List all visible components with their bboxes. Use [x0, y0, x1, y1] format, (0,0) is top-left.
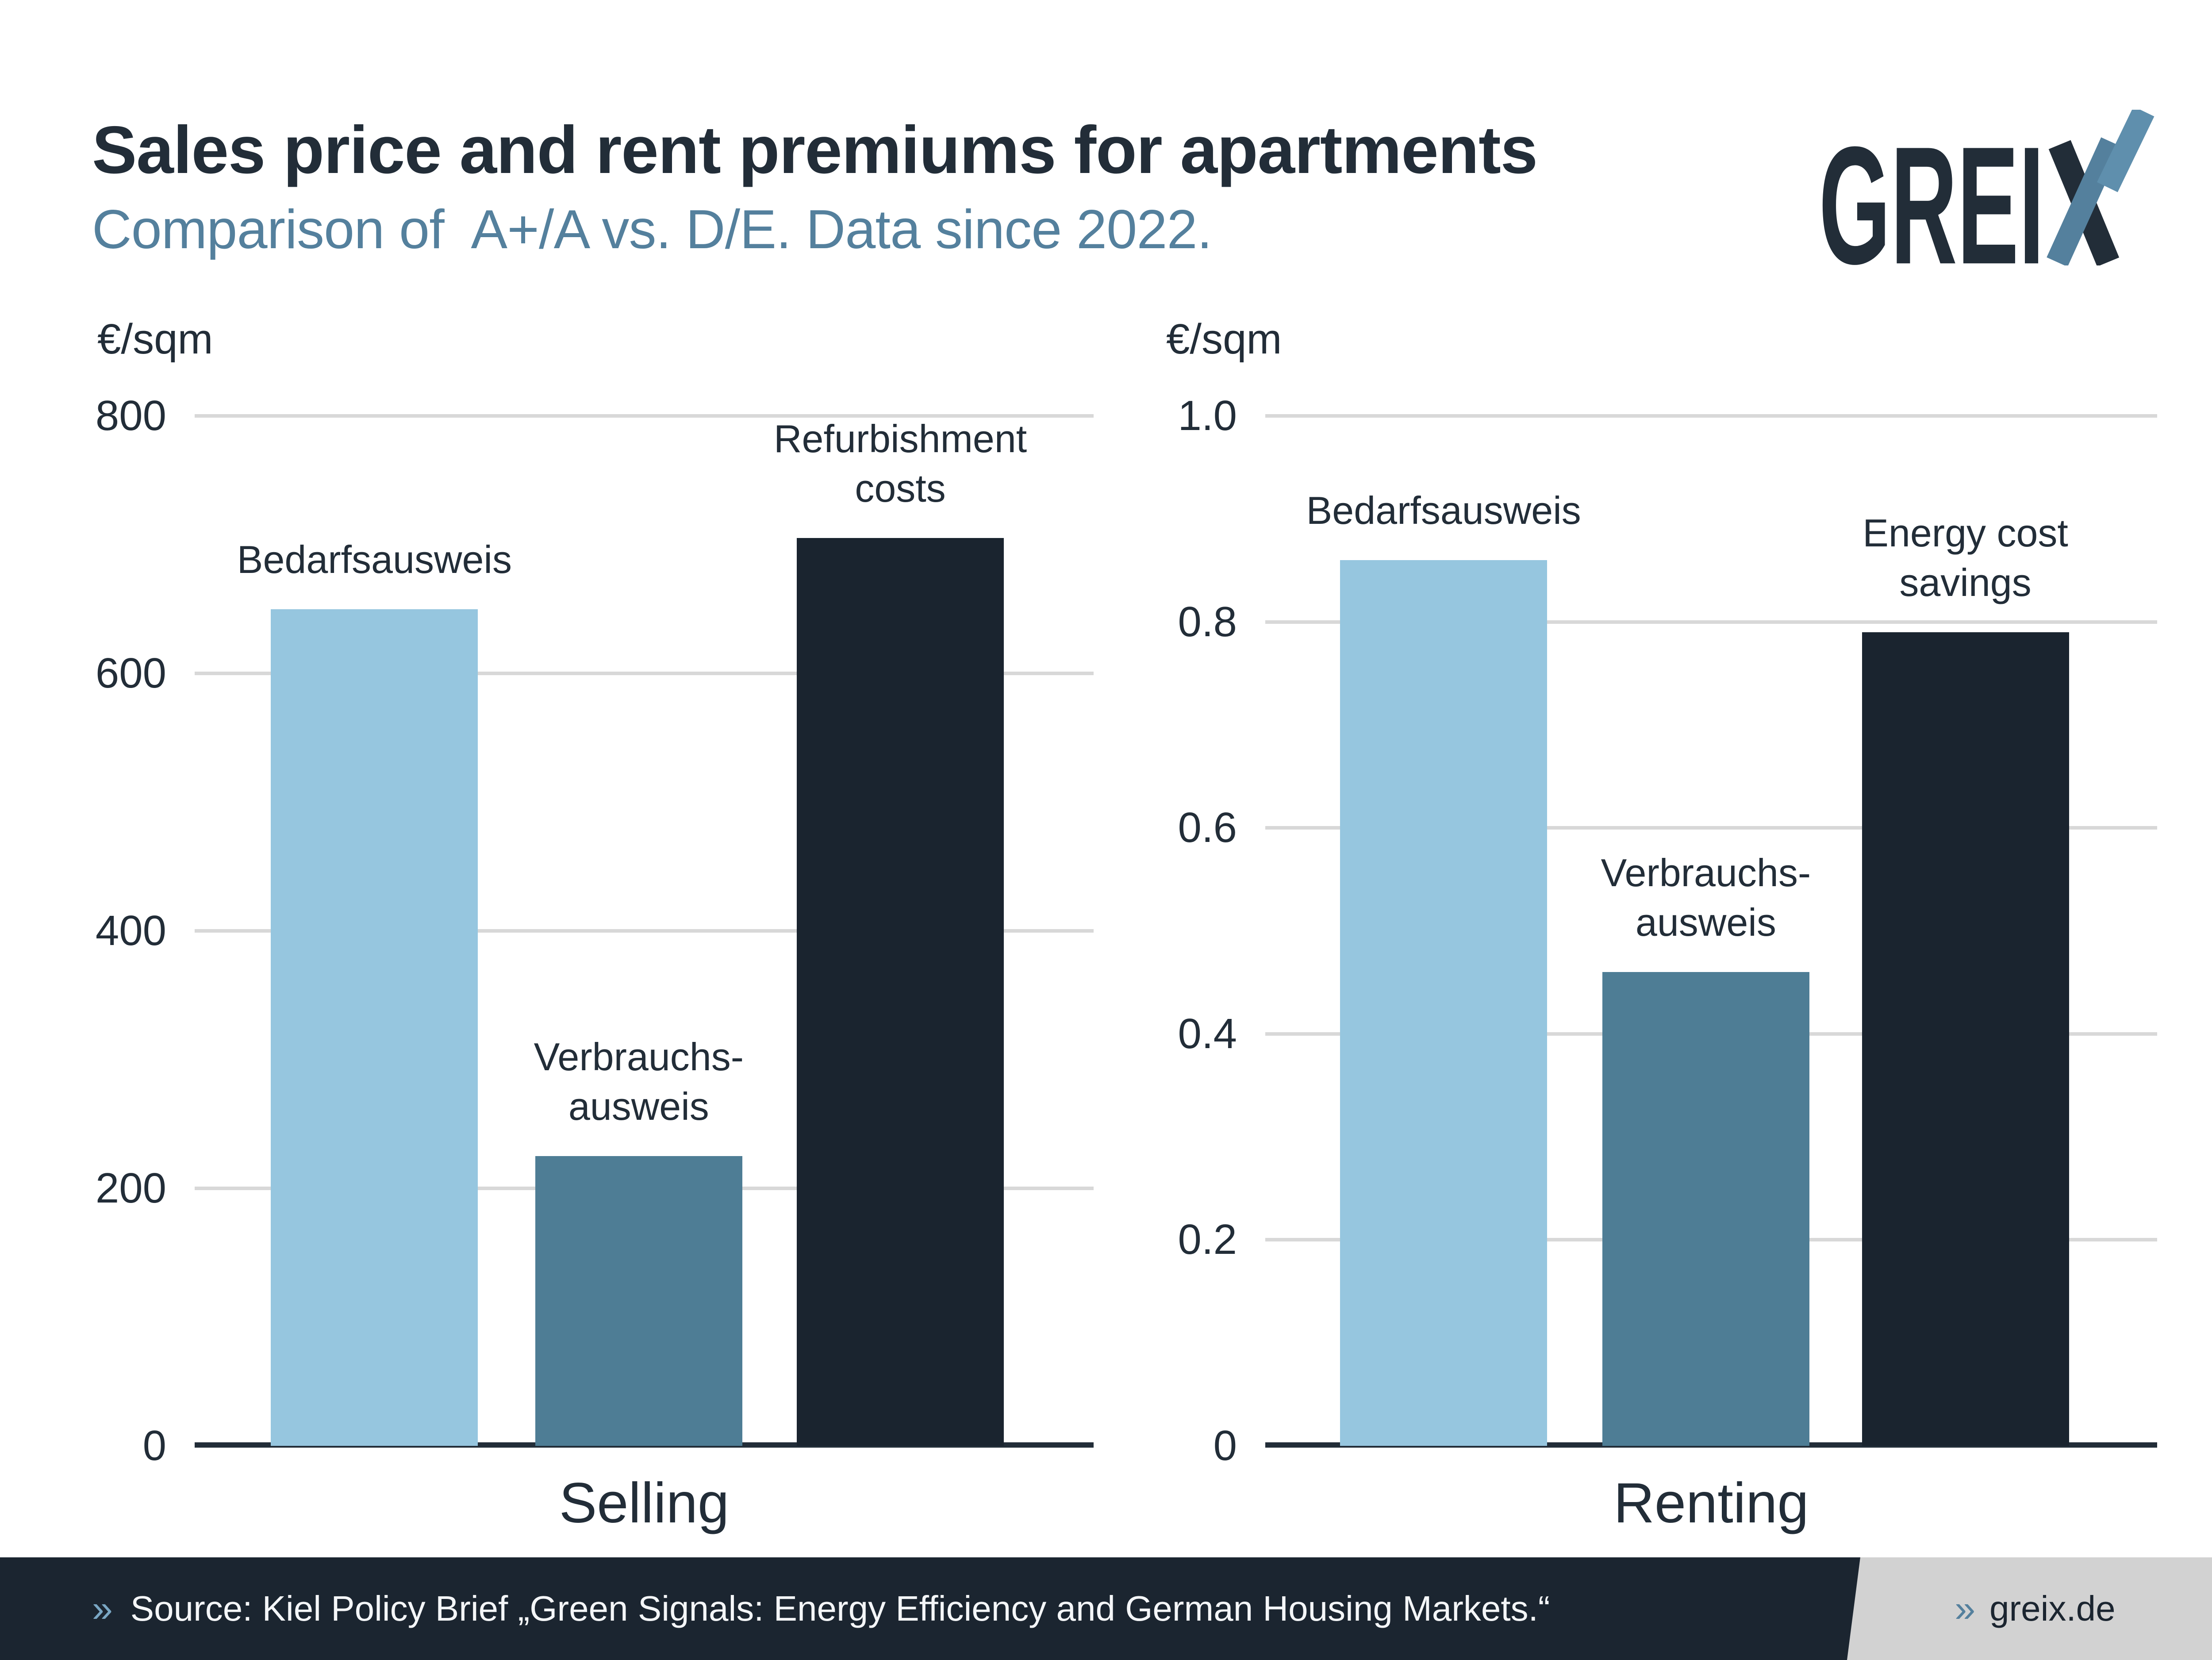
bar-label: Bedarfsausweis — [1306, 488, 1581, 532]
gridline — [1265, 620, 2157, 624]
bar-label: Verbrauchs- ausweis — [1601, 851, 1811, 945]
gridline — [195, 414, 1094, 418]
greix-logo-x-blue-stroke — [2047, 137, 2122, 265]
bar-label: Verbrauchs- ausweis — [534, 1035, 744, 1129]
greix-logo: GREI — [1819, 110, 2154, 265]
greix-logo-letters: GREI — [1819, 112, 2044, 265]
x-axis-label-renting: Renting — [1613, 1472, 1809, 1535]
x-axis-label-selling: Selling — [559, 1472, 730, 1535]
bar — [271, 609, 478, 1446]
bar — [1340, 560, 1548, 1446]
gridline — [195, 672, 1094, 675]
footer-source: » Source: Kiel Policy Brief „Green Signa… — [92, 1557, 1550, 1660]
y-tick-label: 0.2 — [1178, 1216, 1237, 1264]
bar-label: Bedarfsausweis — [237, 537, 512, 581]
page-title: Sales price and rent premiums for apartm… — [92, 112, 1538, 188]
y-tick-label: 1.0 — [1178, 392, 1237, 439]
bar-label: Energy cost savings — [1863, 511, 2068, 604]
y-tick-label: 800 — [95, 392, 166, 439]
y-axis-unit-selling: €/sqm — [97, 315, 213, 363]
chevron-right-icon: » — [92, 1587, 113, 1629]
page-subtitle: Comparison of A+/A vs. D/E. Data since 2… — [92, 199, 1212, 260]
bar — [1862, 632, 2069, 1446]
footer-source-text: Source: Kiel Policy Brief „Green Signals… — [130, 1589, 1550, 1628]
y-tick-label: 0 — [142, 1422, 166, 1469]
bar — [797, 538, 1004, 1446]
y-tick-label: 0.4 — [1178, 1010, 1237, 1057]
y-tick-label: 600 — [95, 649, 166, 697]
bar-chart-renting: 0 0.2 0.4 0.6 0.8 1.0 Bedarfsausweis Verbrauchs… — [1178, 392, 2157, 1469]
bar — [535, 1156, 742, 1446]
y-tick-label: 0.8 — [1178, 598, 1237, 646]
y-tick-label: 0 — [1213, 1422, 1237, 1469]
bar-label: Refurbishment costs — [773, 417, 1027, 511]
y-tick-label: 0.6 — [1178, 804, 1237, 852]
bar — [1602, 972, 1809, 1446]
footer-dark-band — [0, 1557, 1860, 1660]
y-axis-unit-renting: €/sqm — [1166, 315, 1282, 363]
greix-logo-blue-slash — [2097, 110, 2154, 192]
y-tick-label: 400 — [95, 907, 166, 954]
gridline — [1265, 414, 2157, 418]
footer: » Source: Kiel Policy Brief „Green Signa… — [0, 1557, 2212, 1660]
gridline — [195, 929, 1094, 933]
chevron-right-icon: » — [1955, 1587, 1976, 1629]
bar-chart-selling: 0 200 400 600 800 Bedarfsausweis Verbrauchs- a… — [96, 392, 1094, 1469]
gridline — [1265, 826, 2157, 830]
footer-site-text: greix.de — [1989, 1589, 2116, 1628]
y-tick-label: 200 — [95, 1164, 166, 1212]
footer-site: » greix.de — [1858, 1557, 2212, 1660]
